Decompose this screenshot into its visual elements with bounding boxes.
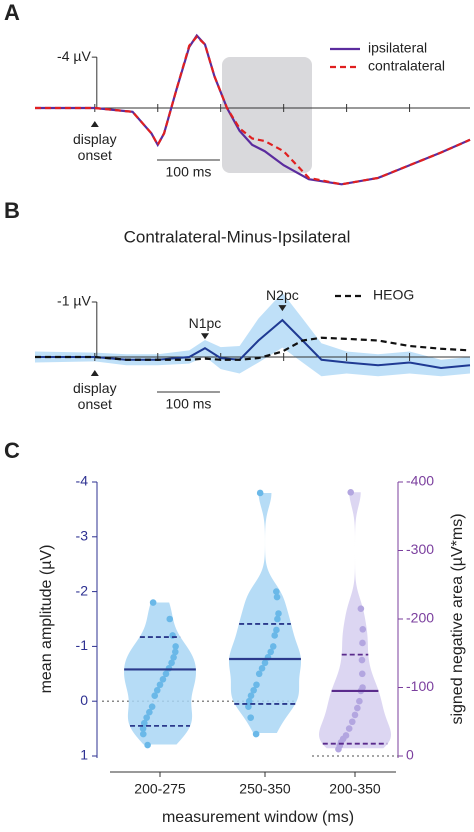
data-point: [149, 599, 157, 606]
data-point: [245, 703, 252, 710]
data-point: [170, 654, 177, 661]
scale-bar-x-label: 100 ms: [166, 396, 212, 412]
data-point: [250, 686, 257, 694]
legend-label: contralateral: [368, 58, 445, 74]
data-point: [271, 632, 278, 639]
y2-axis-label: signed negative area (µV*ms): [449, 513, 466, 724]
y-tick-label: -3: [76, 528, 89, 544]
annotation-label: N1pc: [189, 315, 222, 331]
data-point: [258, 665, 266, 672]
data-point: [153, 686, 161, 694]
data-point: [274, 615, 281, 623]
y-tick-label: 1: [80, 747, 88, 763]
data-point: [359, 639, 366, 647]
data-point: [172, 643, 179, 650]
data-point: [148, 703, 156, 710]
data-point: [356, 697, 363, 705]
data-point: [359, 625, 367, 633]
data-point: [247, 692, 255, 700]
y-tick-label: -2: [76, 582, 89, 598]
scale-bar-y-label: -4 µV: [57, 48, 91, 64]
y2-tick-label: -300: [406, 541, 434, 557]
data-point: [273, 588, 280, 595]
panel-label: A: [4, 0, 20, 25]
y-axis-label: mean amplitude (µV): [38, 545, 55, 694]
scale-bar-y-label: -1 µV: [57, 293, 91, 309]
annotation-arrow: [200, 333, 209, 340]
onset-label: display onset: [73, 131, 117, 163]
violin-body: [319, 492, 391, 749]
data-point: [247, 714, 254, 721]
data-point: [267, 648, 275, 656]
annotation-label: N2pc: [266, 287, 299, 303]
data-point: [255, 670, 263, 678]
data-point: [143, 714, 150, 721]
scale-bar-x-label: 100 ms: [166, 164, 212, 180]
panel-label: C: [4, 438, 20, 463]
data-point: [357, 605, 365, 613]
violin-body: [229, 492, 301, 733]
onset-label: display onset: [73, 380, 117, 412]
data-point: [354, 704, 361, 712]
x-tick-label: 250-350: [239, 781, 291, 797]
data-point: [253, 681, 260, 689]
y2-tick-label: -400: [406, 473, 434, 489]
y2-tick-label: -100: [406, 678, 434, 694]
chart-title: Contralateral-Minus-Ipsilateral: [124, 227, 351, 246]
series-line: [35, 35, 471, 186]
data-point: [139, 725, 147, 732]
data-point: [256, 489, 264, 497]
data-point: [168, 659, 175, 667]
y2-tick-label: 0: [406, 747, 414, 763]
y-tick-label: -1: [76, 637, 89, 653]
legend-label: ipsilateral: [368, 40, 427, 56]
y-tick-label: -4: [76, 473, 89, 489]
y2-tick-label: -200: [406, 610, 434, 626]
x-tick-label: 200-350: [329, 781, 381, 797]
window-shade: [222, 57, 312, 173]
data-point: [358, 670, 366, 678]
violin-body: [124, 602, 196, 745]
data-point: [159, 675, 167, 683]
onset-marker: [90, 121, 99, 127]
data-point: [141, 719, 148, 727]
y-tick-label: 0: [80, 692, 88, 708]
panel-label: B: [4, 198, 20, 223]
annotation-arrow: [278, 305, 287, 312]
data-point: [252, 730, 260, 738]
data-point: [335, 745, 342, 753]
data-point: [347, 488, 355, 496]
onset-marker: [90, 370, 99, 376]
data-point: [139, 730, 147, 738]
x-tick-label: 200-275: [134, 781, 186, 797]
data-point: [348, 718, 356, 726]
legend-label: HEOG: [373, 287, 414, 303]
data-point: [144, 741, 151, 749]
data-point: [156, 681, 164, 689]
data-point: [273, 626, 280, 634]
data-point: [162, 670, 170, 678]
data-point: [146, 708, 153, 716]
data-point: [275, 610, 282, 617]
data-point: [345, 725, 353, 732]
data-point: [245, 697, 253, 705]
data-point: [166, 615, 174, 623]
data-point: [171, 648, 179, 656]
data-point: [151, 692, 159, 700]
x-axis-label: measurement window (ms): [162, 809, 354, 826]
series-line: [35, 336, 471, 361]
data-point: [261, 659, 269, 667]
data-point: [273, 593, 281, 601]
data-point: [358, 656, 366, 664]
data-point: [351, 711, 359, 719]
error-band: [35, 292, 470, 377]
data-point: [269, 643, 277, 650]
